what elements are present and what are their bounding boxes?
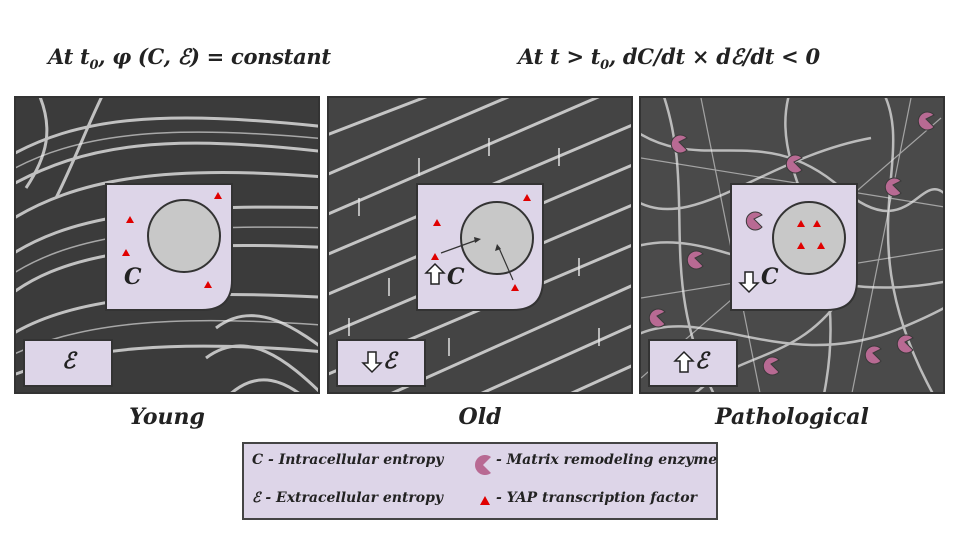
old-nucleus bbox=[460, 201, 534, 275]
young-matrix-box bbox=[23, 339, 113, 387]
legend-c-label: C - Intracellular entropy bbox=[252, 452, 444, 468]
legend-yap-label: - YAP transcription factor bbox=[496, 490, 698, 506]
arrowhead bbox=[474, 237, 481, 243]
yap-import-arrow bbox=[440, 239, 478, 254]
yap-triangle bbox=[122, 249, 130, 256]
young-cell-symbol: C bbox=[124, 264, 142, 290]
yap-triangle bbox=[813, 220, 821, 227]
enzyme-icon bbox=[686, 250, 704, 270]
yap-triangle bbox=[797, 242, 805, 249]
heading-aging-condition: At t > t0, dC/dt × dℰ/dt < 0 bbox=[518, 44, 820, 73]
heading-left-pre: At t bbox=[48, 44, 90, 69]
enzyme-icon bbox=[917, 111, 935, 131]
young-matrix-symbol: ℰ bbox=[62, 348, 76, 374]
panel-young: C ℰ bbox=[14, 96, 320, 394]
pathological-nucleus bbox=[772, 201, 846, 275]
enzyme-icon bbox=[864, 345, 882, 365]
down-arrow-icon bbox=[361, 351, 383, 374]
yap-triangle bbox=[431, 253, 439, 260]
old-matrix-symbol: ℰ bbox=[383, 348, 397, 374]
label-young: Young bbox=[129, 404, 205, 430]
old-cell-symbol: C bbox=[447, 264, 465, 290]
pathological-overlay bbox=[648, 111, 935, 387]
yap-triangle bbox=[204, 281, 212, 288]
arrowhead bbox=[495, 244, 501, 251]
enzyme-icon bbox=[896, 334, 914, 354]
enzyme-icon bbox=[745, 211, 763, 231]
pathological-matrix-symbol: ℰ bbox=[695, 348, 709, 374]
panel-old: C ℰ bbox=[327, 96, 633, 394]
yap-triangle bbox=[797, 220, 805, 227]
legend-e-label: ℰ - Extracellular entropy bbox=[252, 490, 444, 506]
pathological-cell-symbol: C bbox=[761, 264, 779, 290]
yap-triangle bbox=[126, 216, 134, 223]
yap-triangle bbox=[511, 284, 519, 291]
enzyme-icon bbox=[884, 177, 902, 197]
down-arrow-icon bbox=[738, 271, 760, 294]
legend: C - Intracellular entropy ℰ - Extracellu… bbox=[242, 442, 718, 520]
heading-left-sub: 0 bbox=[89, 58, 99, 74]
up-arrow-icon bbox=[424, 262, 446, 285]
legend-triangle-icon bbox=[480, 496, 490, 505]
label-pathological: Pathological bbox=[715, 404, 869, 430]
heading-young-condition: At t0, φ (C, ℰ) = constant bbox=[48, 44, 331, 73]
up-arrow-icon bbox=[673, 350, 695, 373]
heading-right-post: , dC/dt × dℰ/dt < 0 bbox=[608, 44, 820, 69]
young-nucleus bbox=[147, 199, 221, 273]
legend-enzyme-label: - Matrix remodeling enzyme bbox=[496, 452, 718, 468]
yap-triangle bbox=[523, 194, 531, 201]
yap-triangle bbox=[817, 242, 825, 249]
panel-pathological: C ℰ bbox=[639, 96, 945, 394]
young-overlay bbox=[23, 183, 233, 387]
enzyme-icon bbox=[785, 154, 803, 174]
enzyme-icon bbox=[762, 356, 780, 376]
legend-enzyme-icon bbox=[475, 455, 491, 475]
yap-triangle bbox=[214, 192, 222, 199]
heading-right-sub: 0 bbox=[600, 58, 609, 74]
enzyme-icon bbox=[670, 134, 688, 154]
label-old: Old bbox=[458, 404, 502, 430]
heading-left-post: , φ (C, ℰ) = constant bbox=[98, 44, 331, 69]
enzyme-icon bbox=[648, 308, 666, 328]
pathological-matrix-box bbox=[648, 339, 738, 387]
yap-import-arrow bbox=[498, 247, 514, 281]
yap-triangle bbox=[433, 219, 441, 226]
heading-right-pre: At t > t bbox=[518, 44, 601, 69]
old-overlay bbox=[336, 183, 544, 387]
